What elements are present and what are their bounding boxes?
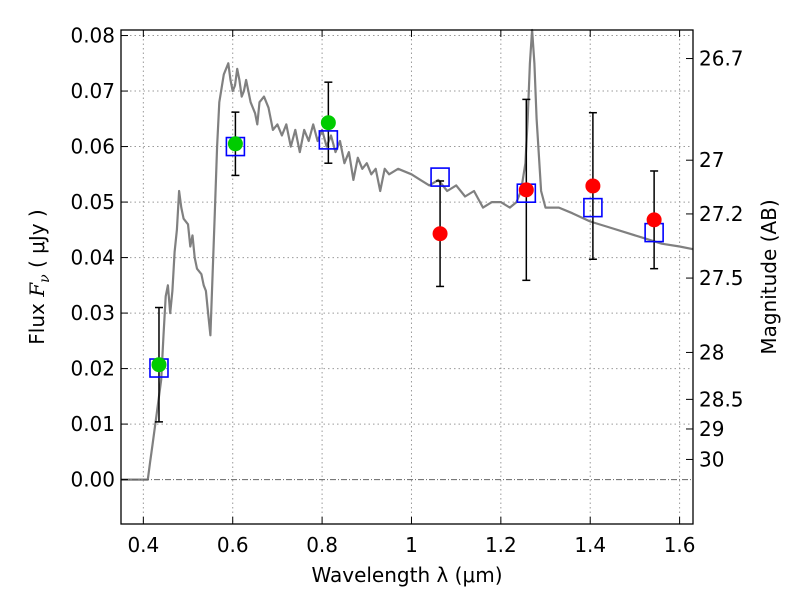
y2-tick-label: 27.5 xyxy=(699,266,744,290)
y-tick-label: 0.05 xyxy=(70,190,115,214)
x-tick-label: 1.4 xyxy=(574,533,606,557)
y2-tick-label: 30 xyxy=(699,447,724,471)
observed-point xyxy=(432,226,448,242)
y-tick-label: 0.02 xyxy=(70,357,115,381)
observed-point xyxy=(320,115,336,131)
y2-tick-label: 28.5 xyxy=(699,387,744,411)
observed-point xyxy=(518,182,534,198)
y-tick-label: 0.03 xyxy=(70,301,115,325)
y2-tick-label: 26.7 xyxy=(699,47,744,71)
y-axis-label: Flux Fν ( μJy ) xyxy=(25,209,53,344)
y2-tick-label: 29 xyxy=(699,417,724,441)
model-photometry-point xyxy=(318,130,339,150)
observed-point xyxy=(646,212,662,228)
y-axis-label-sub: ν xyxy=(37,274,53,283)
y-tick-label: 0.07 xyxy=(70,79,115,103)
y2-tick-label: 27.2 xyxy=(699,202,744,226)
x-axis-label: Wavelength λ (μm) xyxy=(311,563,502,587)
y2-tick-label: 27 xyxy=(699,148,724,172)
y-tick-label: 0.06 xyxy=(70,135,115,159)
y2-axis-label: Magnitude (AB) xyxy=(757,199,781,354)
x-tick-label: 0.6 xyxy=(217,533,249,557)
model-photometry-point xyxy=(583,197,603,218)
x-tick-label: 1.2 xyxy=(485,533,517,557)
y-tick-label: 0.00 xyxy=(70,468,115,492)
model-photometry-point xyxy=(430,167,450,187)
observed-point xyxy=(585,178,601,194)
observed-points-layer xyxy=(151,115,662,373)
y-tick-label: 0.08 xyxy=(70,24,115,48)
observed-point xyxy=(151,357,167,373)
x-tick-label: 1.6 xyxy=(664,533,696,557)
y-axis-label-prefix: Flux xyxy=(25,297,49,345)
observed-point xyxy=(227,136,243,152)
plot-frame-bg xyxy=(121,30,693,524)
x-tick-label: 0.8 xyxy=(306,533,338,557)
y-tick-label: 0.04 xyxy=(70,246,115,270)
y-axis-label-var: F xyxy=(25,282,49,298)
x-tick-label: 1 xyxy=(405,533,418,557)
plot-area xyxy=(120,28,694,525)
x-tick-label: 0.4 xyxy=(127,533,159,557)
plot-frame xyxy=(120,29,694,525)
y-axis-label-suffix: ( μJy ) xyxy=(25,209,49,274)
y2-axis-ticks: 26.7 27 27.2 27.5 28 28.5 29 30 xyxy=(686,47,744,471)
y2-tick-label: 28 xyxy=(699,340,724,364)
y-tick-label: 0.01 xyxy=(70,412,115,436)
y-axis-ticks: 0.00 0.01 0.02 0.03 0.04 0.05 0.06 0.07 0.08 xyxy=(70,24,128,492)
x-axis-ticks: 0.4 0.6 0.8 1 1.2 1.4 1.6 xyxy=(127,30,696,557)
